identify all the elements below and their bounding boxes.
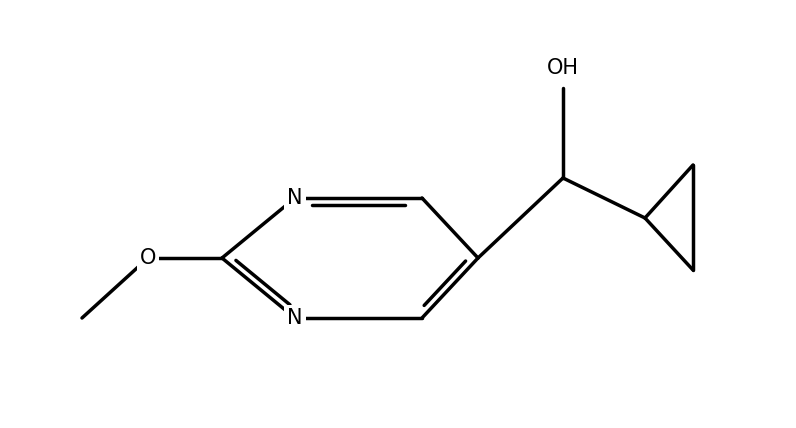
Text: O: O <box>140 248 156 268</box>
Text: OH: OH <box>547 58 579 78</box>
Text: N: N <box>287 188 302 208</box>
Text: N: N <box>287 308 302 328</box>
